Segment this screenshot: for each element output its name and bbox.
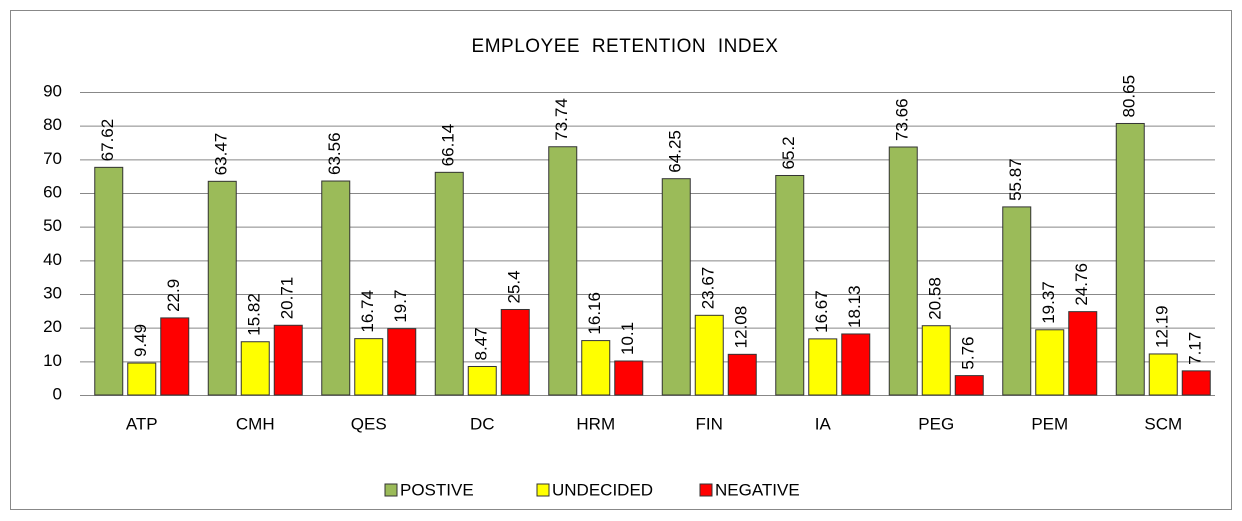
bar	[694, 314, 724, 396]
x-tick-label: FIN	[696, 414, 723, 433]
bar	[321, 180, 351, 396]
bar	[775, 174, 805, 396]
y-tick-label: 60	[43, 182, 62, 201]
data-label: 80.65	[1120, 75, 1139, 118]
bar	[240, 341, 270, 396]
data-label: 24.76	[1072, 263, 1091, 306]
bar	[888, 146, 918, 396]
bar	[1181, 370, 1211, 396]
bar	[434, 171, 464, 396]
data-label: 73.74	[552, 98, 571, 141]
legend-label: POSTIVE	[400, 480, 474, 499]
chart-title: EMPLOYEE RETENTION INDEX	[472, 36, 779, 57]
bar	[1068, 311, 1098, 396]
bar	[921, 325, 951, 396]
bar	[841, 333, 871, 396]
data-label: 19.37	[1039, 281, 1058, 324]
y-tick-label: 70	[43, 149, 62, 168]
data-label: 16.67	[812, 290, 831, 333]
data-label: 25.4	[505, 270, 524, 303]
y-tick-label: 50	[43, 216, 62, 235]
bar	[661, 178, 691, 396]
legend-swatch	[699, 483, 713, 497]
y-tick-label: 10	[43, 351, 62, 370]
y-tick-label: 90	[43, 81, 62, 100]
bar	[1002, 206, 1032, 396]
bar	[581, 340, 611, 396]
x-tick-label: QES	[351, 414, 387, 433]
bar	[1148, 353, 1178, 396]
data-label: 20.71	[278, 277, 297, 320]
x-tick-label: PEG	[918, 414, 954, 433]
bar	[207, 180, 237, 396]
bar	[160, 317, 190, 396]
bar	[387, 328, 417, 396]
legend-label: UNDECIDED	[552, 480, 653, 499]
bar	[1035, 329, 1065, 396]
bar	[273, 324, 303, 396]
bar	[94, 166, 124, 396]
data-label: 63.56	[325, 132, 344, 175]
y-tick-label: 40	[43, 250, 62, 269]
y-tick-label: 80	[43, 115, 62, 134]
data-label: 63.47	[212, 133, 231, 176]
legend-swatch	[536, 483, 550, 497]
chart-frame	[10, 10, 1232, 510]
data-label: 16.74	[358, 290, 377, 333]
y-tick-label: 30	[43, 283, 62, 302]
data-label: 55.87	[1006, 158, 1025, 201]
data-label: 65.2	[779, 136, 798, 169]
data-label: 5.76	[959, 337, 978, 370]
data-label: 15.82	[245, 293, 264, 336]
legend-swatch	[384, 483, 398, 497]
data-label: 20.58	[926, 277, 945, 320]
data-label: 67.62	[98, 119, 117, 162]
bar	[500, 308, 530, 396]
data-label: 12.08	[732, 306, 751, 349]
bar	[127, 362, 157, 396]
x-tick-label: SCM	[1144, 414, 1182, 433]
bar	[954, 375, 984, 396]
data-label: 22.9	[164, 279, 183, 312]
data-label: 73.66	[893, 98, 912, 141]
data-label: 64.25	[666, 130, 685, 173]
data-label: 23.67	[699, 267, 718, 310]
data-label: 19.7	[391, 290, 410, 323]
bar	[1115, 122, 1145, 396]
x-tick-label: DC	[470, 414, 495, 433]
x-tick-label: CMH	[236, 414, 275, 433]
bar	[727, 353, 757, 396]
data-label: 18.13	[845, 285, 864, 328]
data-label: 12.19	[1153, 305, 1172, 348]
data-label: 10.1	[618, 322, 637, 355]
y-tick-label: 0	[53, 384, 62, 403]
bar	[354, 338, 384, 396]
x-tick-label: ATP	[126, 414, 158, 433]
x-tick-label: IA	[815, 414, 832, 433]
bar	[808, 338, 838, 396]
data-label: 66.14	[439, 124, 458, 167]
data-label: 9.49	[131, 324, 150, 357]
data-label: 16.16	[585, 292, 604, 335]
legend-label: NEGATIVE	[715, 480, 800, 499]
bar	[614, 360, 644, 396]
data-label: 8.47	[472, 327, 491, 360]
data-label: 7.17	[1186, 332, 1205, 365]
bar	[548, 146, 578, 396]
y-tick-label: 20	[43, 317, 62, 336]
x-tick-label: PEM	[1031, 414, 1068, 433]
x-tick-label: HRM	[576, 414, 615, 433]
bar	[467, 365, 497, 396]
